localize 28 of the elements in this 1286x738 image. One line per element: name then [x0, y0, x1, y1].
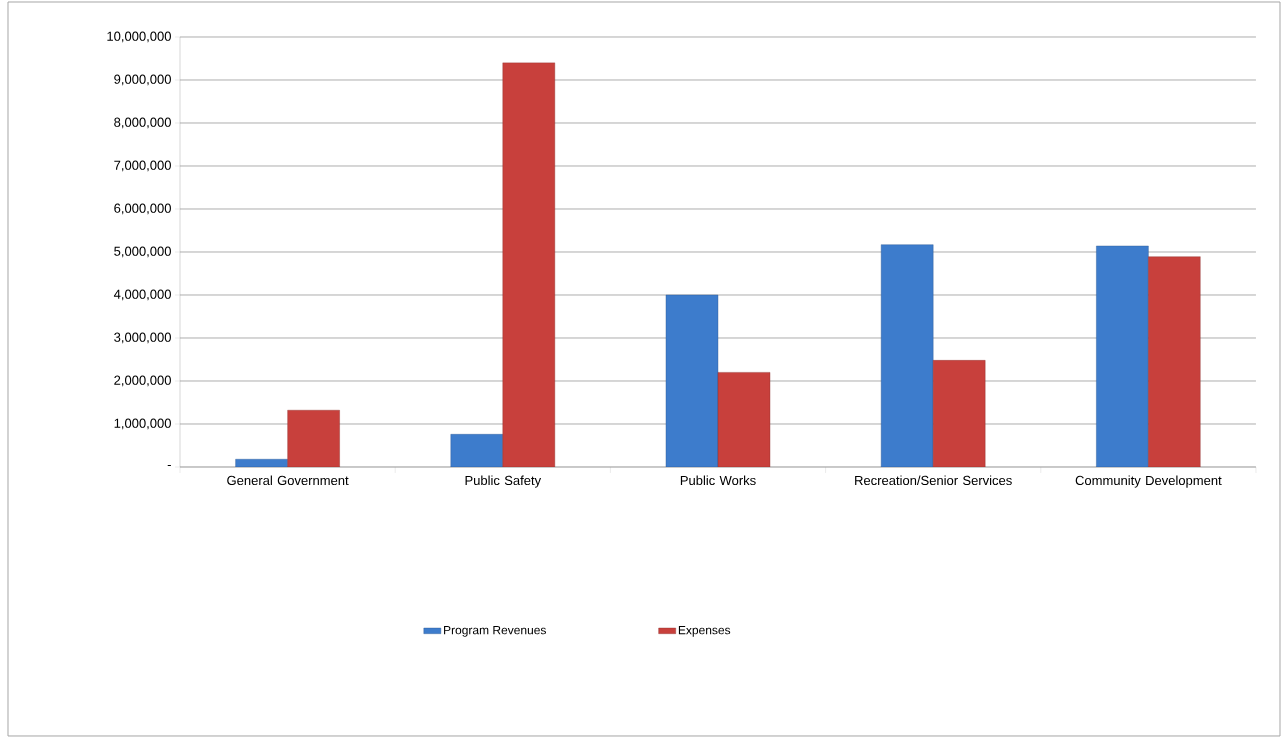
bar	[502, 62, 555, 467]
y-tick-label: 3,000,000	[114, 332, 171, 344]
bar	[880, 244, 934, 467]
y-tick-label: 10,000,000	[107, 31, 171, 43]
y-tick-label: -	[167, 465, 171, 467]
x-tick-label: Public Works	[680, 475, 756, 486]
bar	[717, 372, 771, 467]
x-tick-label: Public Safety	[465, 475, 542, 488]
y-tick-label: 7,000,000	[114, 160, 171, 172]
y-tick-label: 8,000,000	[114, 117, 171, 129]
x-tick-label: General Government	[227, 475, 349, 486]
bar	[287, 410, 340, 467]
legend-label: Expenses	[678, 625, 731, 637]
y-tick-label: 5,000,000	[114, 246, 171, 258]
bar	[665, 294, 719, 467]
y-tick-label: 4,000,000	[113, 289, 171, 301]
y-tick-label: 6,000,000	[114, 203, 171, 215]
x-tick-label: Community Development	[1075, 475, 1222, 488]
y-tick-label: 9,000,000	[114, 74, 171, 86]
bar	[932, 360, 986, 467]
y-tick-label: 2,000,000	[114, 375, 171, 387]
bar	[450, 434, 503, 467]
legend-label: Program Revenues	[444, 625, 546, 637]
y-tick-label: 1,000,000	[114, 418, 171, 430]
bar	[1096, 245, 1149, 467]
x-tick-label: Recreation/Senior Services	[855, 475, 1012, 486]
bar	[235, 459, 288, 467]
bar	[1148, 256, 1201, 467]
